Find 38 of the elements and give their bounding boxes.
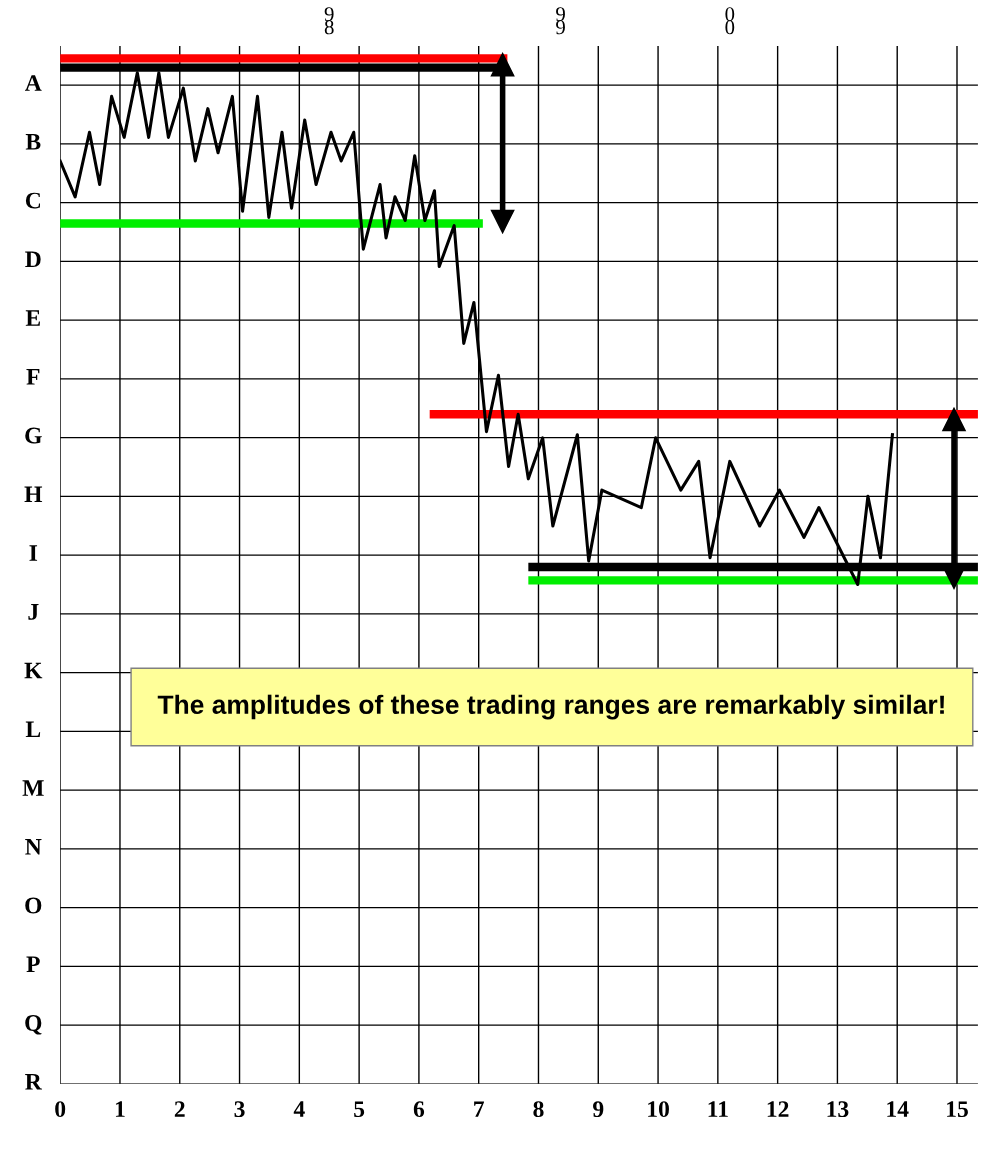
x-tick-label: 1 <box>115 1101 125 1117</box>
text: E <box>25 310 40 326</box>
text: C <box>25 192 40 209</box>
x-tick-label: 5 <box>354 1101 365 1118</box>
text: Q <box>25 1015 42 1035</box>
text: R <box>25 1074 43 1090</box>
text: J <box>28 604 39 620</box>
text: I <box>29 545 38 561</box>
x-tick-label: 3 <box>234 1101 245 1118</box>
text: D <box>25 251 41 268</box>
text: O <box>25 897 42 914</box>
text: F <box>26 369 40 385</box>
text: 9 9 <box>556 7 565 35</box>
x-tick-label: 10 <box>648 1101 669 1118</box>
x-tick-label: 11 <box>708 1101 728 1117</box>
text: 0 0 <box>725 7 735 35</box>
x-tick-label: 6 <box>413 1101 425 1118</box>
x-tick-label: 0 <box>55 1101 66 1118</box>
x-tick-label: 14 <box>887 1101 909 1117</box>
x-tick-label: 9 <box>593 1101 604 1118</box>
text: P <box>26 956 40 972</box>
text: B <box>25 134 41 150</box>
text: 9 8 <box>324 7 334 35</box>
text: M <box>22 780 44 796</box>
annotation: The amplitudes of these trading ranges are remarkably similar! <box>157 694 944 720</box>
x-tick-label: 7 <box>474 1101 485 1117</box>
x-tick-label: 4 <box>293 1101 305 1117</box>
text: L <box>25 721 41 737</box>
x-tick-label: 8 <box>533 1101 544 1118</box>
text: G <box>25 427 42 444</box>
text: A <box>24 75 42 91</box>
text: N <box>25 839 42 855</box>
text: K <box>24 662 43 679</box>
x-tick-label: 15 <box>947 1101 968 1118</box>
x-tick-label: 12 <box>767 1101 789 1117</box>
text: H <box>24 486 43 503</box>
x-tick-label: 13 <box>827 1101 849 1118</box>
x-tick-label: 2 <box>174 1101 185 1117</box>
